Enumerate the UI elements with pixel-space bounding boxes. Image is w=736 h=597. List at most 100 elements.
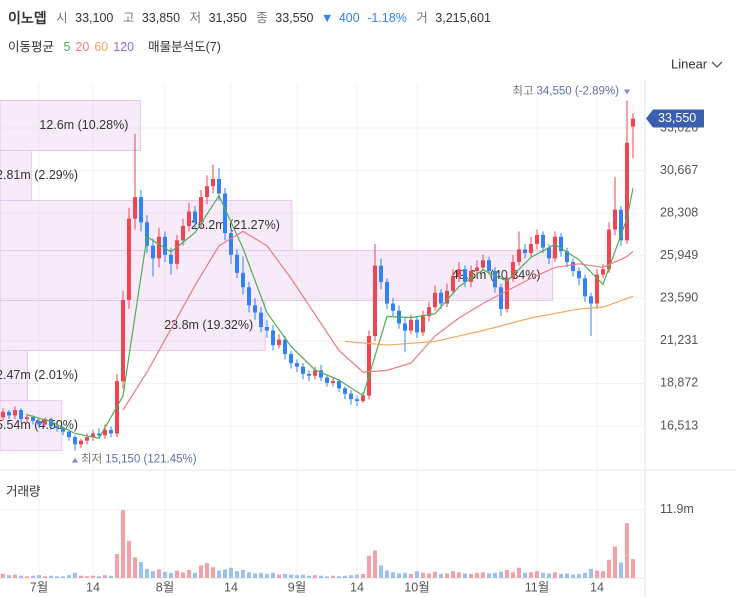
candle-body <box>19 410 23 420</box>
volume-bar <box>487 573 491 578</box>
volume-bar <box>445 573 449 578</box>
volume-bar <box>319 575 323 578</box>
volume-bar <box>607 559 611 578</box>
value: 31,350 <box>209 11 247 25</box>
y-tick-label: 21,231 <box>660 333 698 347</box>
volume-bar <box>553 572 557 578</box>
value: 3,215,601 <box>435 11 491 25</box>
volume-bar <box>559 573 563 578</box>
candle-body <box>67 431 71 438</box>
candle-body <box>541 234 545 248</box>
candle-body <box>451 276 455 291</box>
volume-bar <box>379 565 383 578</box>
volume-bar <box>469 573 473 578</box>
volume-bar <box>337 576 341 578</box>
candle-body <box>199 197 203 223</box>
candle-body <box>7 411 11 416</box>
candle-body <box>583 278 587 297</box>
candle-body <box>379 265 383 282</box>
profile-bar <box>0 350 29 402</box>
candle-body <box>121 299 125 382</box>
low-marker <box>72 457 78 463</box>
volume-bar <box>187 569 191 578</box>
volume-bar <box>19 575 23 578</box>
candle-body <box>169 254 173 264</box>
candle-body <box>319 370 323 378</box>
candle-body <box>181 225 185 241</box>
profile-label: 26.2m (21.27%) <box>191 218 280 232</box>
volume-bar <box>397 573 401 578</box>
candle-body <box>205 186 209 198</box>
volume-bar <box>73 572 77 578</box>
candle-body <box>553 236 557 259</box>
volume-bar <box>55 576 59 578</box>
volume-bar <box>301 574 305 578</box>
volume-title: 거래량 <box>6 484 41 498</box>
candle-body <box>139 197 143 223</box>
candle-body <box>145 222 149 246</box>
profile-title: 매물분석도(7) <box>148 40 221 54</box>
candle-body <box>55 426 59 429</box>
volume-bar <box>577 573 581 578</box>
volume-bar <box>175 570 179 578</box>
candle-body <box>481 260 485 268</box>
volume-bar <box>391 572 395 578</box>
candle-body <box>499 287 503 309</box>
candle-body <box>79 440 83 445</box>
candle-body <box>457 269 461 277</box>
y-tick-label: 30,667 <box>660 163 698 177</box>
candle-body <box>343 388 347 394</box>
volume-bar <box>541 572 545 578</box>
scale-menu-label[interactable]: Linear <box>671 56 708 71</box>
volume-bar <box>331 575 335 578</box>
change-pct: -1.18% <box>367 11 407 25</box>
volume-bar <box>571 574 575 578</box>
volume-bar <box>139 561 143 578</box>
profile-bar <box>0 300 266 352</box>
volume-bar <box>223 569 227 578</box>
candle-body <box>127 218 131 300</box>
volume-bar <box>439 573 443 578</box>
volume-bar <box>133 557 137 578</box>
volume-bar <box>121 509 125 578</box>
candle-body <box>463 269 467 282</box>
chevron[interactable] <box>711 61 723 68</box>
x-tick-label: 7월 <box>30 580 48 594</box>
volume-bar <box>355 574 359 578</box>
volume-bar <box>403 572 407 578</box>
volume-bar <box>97 576 101 578</box>
volume-bar <box>25 576 29 578</box>
volume-bar <box>565 573 569 578</box>
scale-menu[interactable]: Linear <box>671 56 723 71</box>
low-note: 최저 15,150 (121.45%) <box>81 453 197 466</box>
volume-bar <box>451 571 455 578</box>
candle-body <box>355 399 359 401</box>
volume-bar <box>601 571 605 578</box>
volume-bar <box>289 574 293 578</box>
change-sign: ▼ <box>321 11 333 25</box>
volume-bar <box>427 573 431 578</box>
volume-bar <box>325 576 329 578</box>
volume-bar <box>361 573 365 578</box>
volume-bar <box>79 575 83 578</box>
volume-bar <box>433 571 437 578</box>
volume-bar <box>247 572 251 578</box>
candle-body <box>445 290 449 304</box>
volume-bar <box>109 575 113 578</box>
volume-bar <box>523 572 527 578</box>
candle-body <box>331 381 335 383</box>
volume-bar <box>619 562 623 578</box>
candle-body <box>601 269 605 275</box>
volume-bar <box>421 572 425 578</box>
y-tick-label: 28,308 <box>660 205 698 219</box>
candle-body <box>13 410 17 416</box>
candle-body <box>1 411 5 418</box>
volume-bar <box>163 571 167 578</box>
volume-bar <box>385 570 389 578</box>
volume-bar <box>625 523 629 578</box>
high-note: 최고 34,550 (-2.89%) <box>512 84 619 97</box>
candle-body <box>511 262 515 279</box>
volume-bar <box>235 571 239 578</box>
candle-body <box>385 281 389 304</box>
volume-bar <box>367 555 371 578</box>
